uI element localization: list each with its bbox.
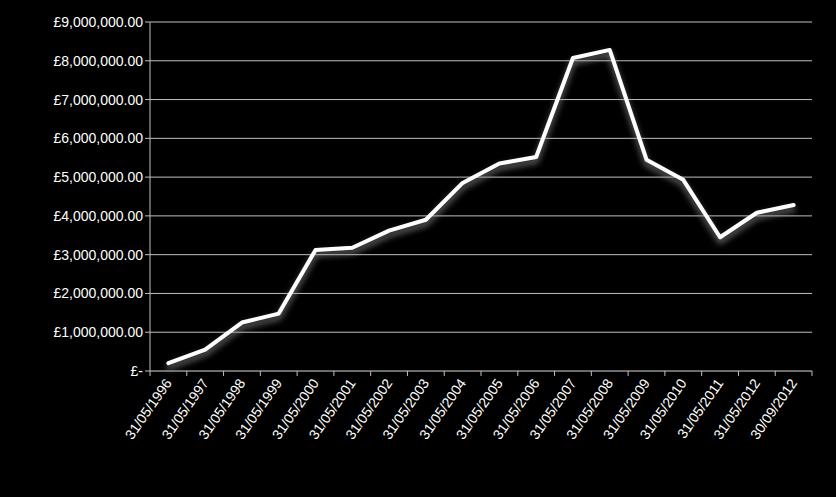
x-tick-divider (664, 371, 665, 376)
y-tick-label: £3,000,000.00 (53, 247, 143, 263)
x-tick-divider (370, 371, 371, 376)
grid-line (150, 215, 812, 216)
x-tick-divider (333, 371, 334, 376)
y-tick-label: £2,000,000.00 (53, 285, 143, 301)
plot-area (168, 50, 793, 363)
y-tick (145, 99, 150, 100)
y-tick (145, 371, 150, 372)
x-tick-divider (260, 371, 261, 376)
grid-line (150, 22, 812, 23)
y-tick (145, 177, 150, 178)
x-tick-label: 30/09/2012 (747, 375, 800, 442)
x-tick-divider (297, 371, 298, 376)
grid-line (150, 254, 812, 255)
y-tick (145, 254, 150, 255)
x-tick-divider (223, 371, 224, 376)
series-line (168, 50, 793, 363)
x-tick-divider (701, 371, 702, 376)
y-tick-label: £1,000,000.00 (53, 324, 143, 340)
y-tick (145, 22, 150, 23)
y-tick (145, 293, 150, 294)
y-tick-label: £9,000,000.00 (53, 14, 143, 30)
y-tick (145, 215, 150, 216)
x-tick-divider (591, 371, 592, 376)
x-tick-divider (481, 371, 482, 376)
y-tick-label: £4,000,000.00 (53, 208, 143, 224)
x-tick-divider (150, 371, 151, 376)
x-tick-divider (444, 371, 445, 376)
y-tick-label: £5,000,000.00 (53, 169, 143, 185)
y-tick-label: £7,000,000.00 (53, 92, 143, 108)
y-tick (145, 332, 150, 333)
grid-line (150, 138, 812, 139)
x-tick-divider (812, 371, 813, 376)
grid-line (150, 99, 812, 100)
x-tick-divider (554, 371, 555, 376)
y-tick (145, 138, 150, 139)
x-tick-divider (628, 371, 629, 376)
x-tick-divider (517, 371, 518, 376)
y-tick (145, 60, 150, 61)
grid-line (150, 332, 812, 333)
x-tick-divider (407, 371, 408, 376)
x-tick-divider (738, 371, 739, 376)
chart: £- £1,000,000.00 £2,000,000.00 £3,000,000.0… (0, 0, 836, 497)
y-tick-label: £8,000,000.00 (53, 53, 143, 69)
grid-line (150, 177, 812, 178)
y-axis (150, 22, 151, 371)
y-tick-label: £6,000,000.00 (53, 130, 143, 146)
grid-line (150, 60, 812, 61)
x-tick-divider (775, 371, 776, 376)
x-tick-divider (186, 371, 187, 376)
y-tick-label: £- (131, 363, 144, 379)
grid-line (150, 293, 812, 294)
